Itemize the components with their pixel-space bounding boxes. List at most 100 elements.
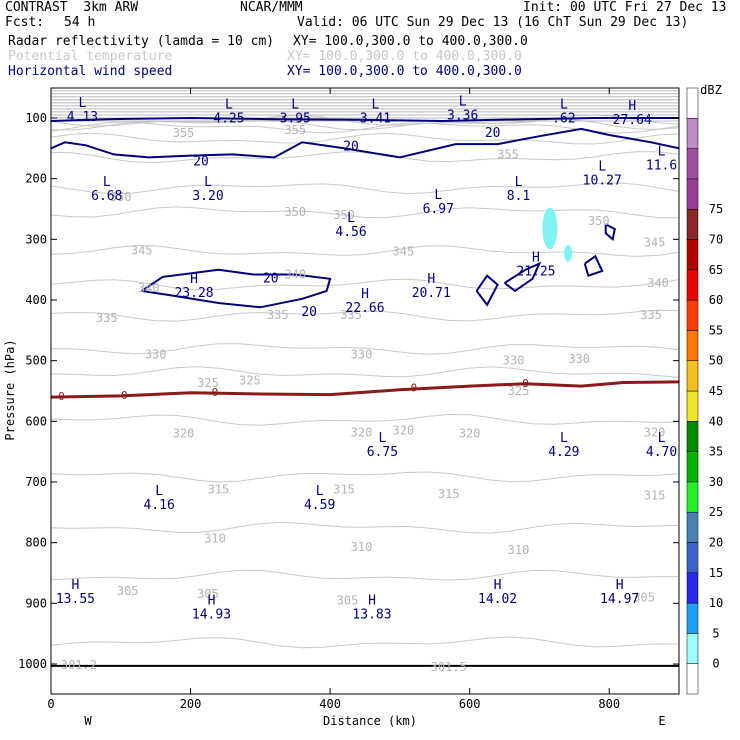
extremum-symbol: H bbox=[494, 578, 502, 593]
extremum-value: 3.41 bbox=[360, 112, 391, 127]
extremum-value: 21.25 bbox=[516, 265, 555, 280]
colorbar-segment bbox=[686, 178, 699, 210]
extremum-symbol: L bbox=[372, 98, 380, 113]
colorbar-segment bbox=[686, 602, 699, 634]
theta-label: 330 bbox=[145, 348, 167, 362]
extremum-symbol: H bbox=[368, 593, 376, 608]
theta-label: 350 bbox=[588, 214, 610, 228]
extremum-value: 6.97 bbox=[423, 202, 454, 217]
extremum-symbol: L bbox=[560, 431, 568, 446]
theta-label: 301.5 bbox=[431, 660, 467, 674]
y-tick-label: 300 bbox=[25, 232, 47, 246]
reflectivity-echo bbox=[564, 244, 573, 262]
extremum-symbol: L bbox=[347, 211, 355, 226]
theta-label: 320 bbox=[459, 426, 481, 440]
colorbar-segment bbox=[686, 451, 699, 483]
wind-contour bbox=[51, 116, 679, 123]
colorbar-label: 15 bbox=[709, 566, 723, 580]
theta-contour bbox=[51, 413, 679, 426]
contour-layer bbox=[51, 88, 679, 667]
x-axis-label: Distance (km) bbox=[323, 714, 417, 728]
theta-label: 301.2 bbox=[61, 658, 97, 672]
theta-contour bbox=[51, 121, 679, 134]
extremum-symbol: H bbox=[361, 287, 369, 302]
theta-label: 335 bbox=[96, 311, 118, 325]
colorbar-unit: dBZ bbox=[700, 83, 722, 97]
theta-contour bbox=[51, 636, 679, 649]
wind-contour bbox=[51, 127, 679, 159]
theta-label: 320 bbox=[173, 426, 195, 440]
colorbar-label: 35 bbox=[709, 445, 723, 459]
extremum-symbol: L bbox=[459, 95, 467, 110]
extremum-value: 4.13 bbox=[67, 110, 98, 125]
theta-label: 355 bbox=[173, 126, 195, 140]
wind-contour bbox=[604, 223, 616, 242]
wind-contour-label: 20 bbox=[343, 139, 359, 154]
wind-contour bbox=[141, 268, 332, 309]
colorbar-label: 75 bbox=[709, 202, 723, 216]
colorbar-label: 45 bbox=[709, 384, 723, 398]
colorbar-label: 60 bbox=[709, 293, 723, 307]
y-tick-label: 500 bbox=[25, 354, 47, 368]
wind-contour bbox=[583, 254, 604, 277]
theta-label: 345 bbox=[393, 244, 415, 258]
plot-frame bbox=[50, 87, 680, 695]
theta-label: 335 bbox=[340, 308, 362, 322]
theta-label: 330 bbox=[351, 348, 373, 362]
extremum-symbol: H bbox=[427, 272, 435, 287]
extremum-symbol: H bbox=[72, 578, 80, 593]
colorbar-segment bbox=[686, 208, 699, 240]
colorbar-segment bbox=[686, 542, 699, 574]
y-tick-label: 200 bbox=[25, 172, 47, 186]
theta-label: 350 bbox=[110, 190, 132, 204]
colorbar-segment bbox=[686, 663, 699, 695]
extremum-value: 8.1 bbox=[507, 189, 530, 204]
extremum-value: 22.66 bbox=[345, 301, 384, 316]
freezing-level-label: 0 bbox=[411, 381, 418, 394]
colorbar-label: 0 bbox=[712, 657, 719, 671]
extremum-symbol: L bbox=[204, 175, 212, 190]
colorbar: 0 5 10 15 20 25 30 35 40 45 50 55 60 65 70 75 bbox=[686, 87, 723, 695]
extremum-symbol: L bbox=[291, 98, 299, 113]
wind-contour-label: 20 bbox=[485, 126, 501, 141]
freezing-level-line bbox=[51, 380, 679, 399]
extremum-value: 14.97 bbox=[600, 592, 639, 607]
theta-label: 315 bbox=[438, 487, 460, 501]
colorbar-segment bbox=[686, 360, 699, 392]
theta-label: 340 bbox=[647, 276, 669, 290]
x-tick-label: 0 bbox=[47, 697, 54, 711]
colorbar-segment bbox=[686, 633, 699, 664]
wind-contour-label: 20 bbox=[263, 272, 279, 287]
freezing-level-label: 0 bbox=[121, 389, 128, 402]
theta-label: 350 bbox=[284, 205, 306, 219]
theta-contour bbox=[51, 343, 679, 355]
theta-label: 335 bbox=[267, 308, 289, 322]
theta-label: 305 bbox=[117, 584, 139, 598]
theta-contour bbox=[51, 206, 679, 219]
extremum-symbol: H bbox=[532, 251, 540, 266]
y-tick-label: 800 bbox=[25, 536, 47, 550]
extremum-value: 3.20 bbox=[192, 189, 223, 204]
extremum-symbol: L bbox=[434, 188, 442, 203]
theta-contour bbox=[51, 182, 679, 195]
x-tick-label: 800 bbox=[598, 697, 620, 711]
colorbar-label: 5 bbox=[712, 626, 719, 640]
theta-label: 330 bbox=[568, 352, 590, 366]
y-tick-label: 600 bbox=[25, 414, 47, 428]
theta-contour bbox=[51, 132, 679, 145]
colorbar-segment bbox=[686, 421, 699, 452]
extremum-value: 27.64 bbox=[613, 113, 652, 128]
colorbar-segment bbox=[686, 269, 699, 301]
theta-label: 315 bbox=[644, 488, 666, 502]
extremum-value: 4.29 bbox=[548, 445, 579, 460]
extremum-value: 4.16 bbox=[143, 498, 174, 513]
theta-label: 335 bbox=[640, 308, 662, 322]
extremum-symbol: L bbox=[78, 96, 86, 111]
theta-label: 305 bbox=[633, 590, 655, 604]
theta-contour bbox=[51, 309, 679, 322]
extremum-value: 14.93 bbox=[192, 607, 231, 622]
extremum-symbol: L bbox=[103, 175, 111, 190]
theta-label: 340 bbox=[138, 281, 160, 295]
extremum-symbol: H bbox=[616, 578, 624, 593]
x-east-label: E bbox=[658, 714, 665, 728]
